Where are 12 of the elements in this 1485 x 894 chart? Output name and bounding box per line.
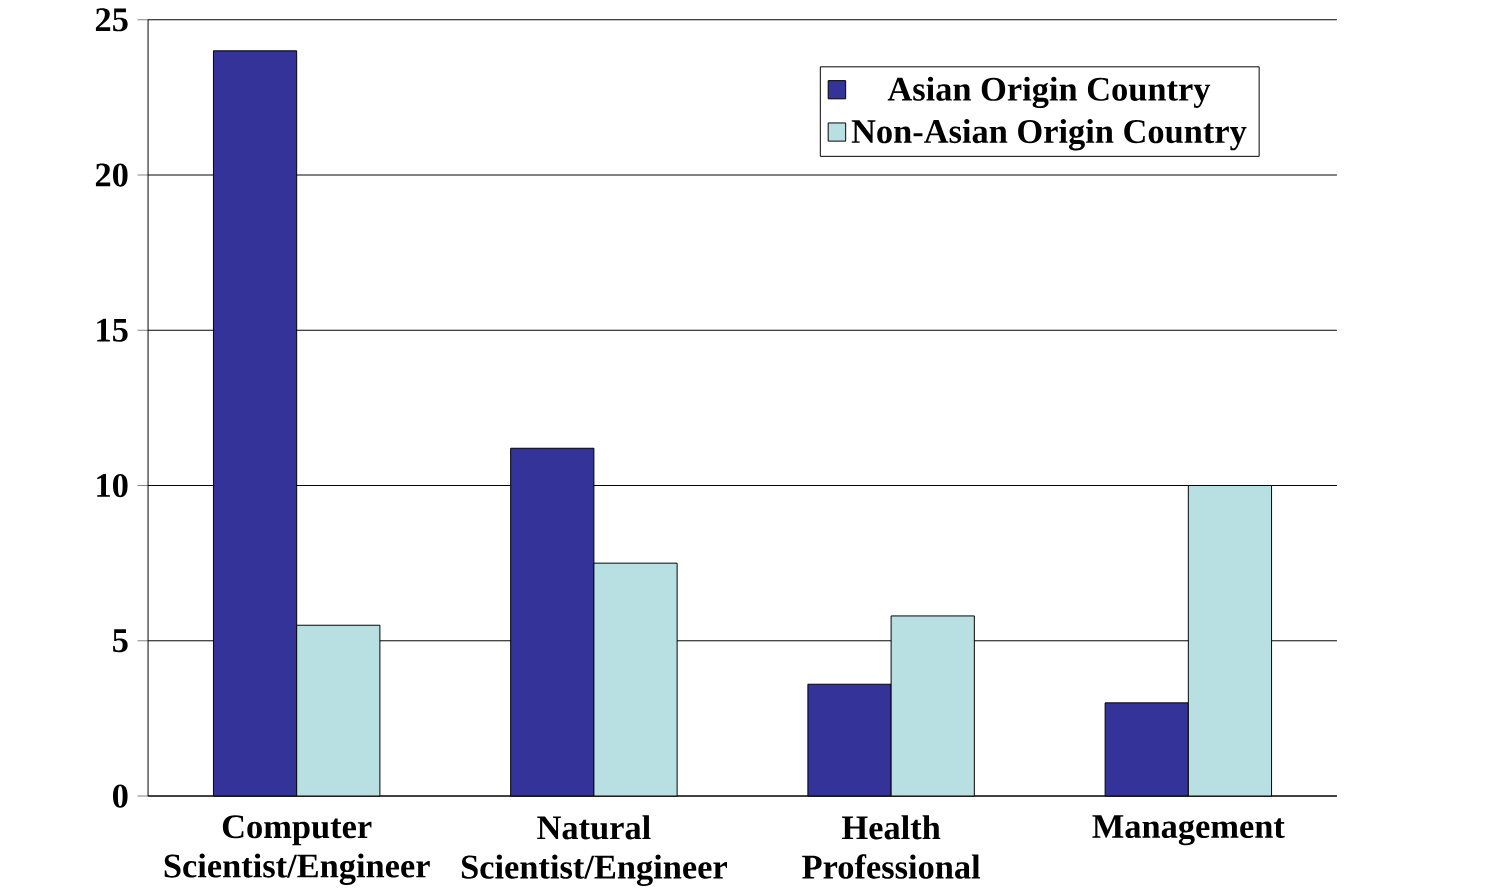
y-tick-label: 5 — [113, 629, 128, 653]
y-tick-label: 0 — [112, 784, 128, 808]
x-tick-label: Natural Scientist/Engineer — [461, 815, 727, 886]
y-tick-label: 10 — [97, 473, 128, 498]
legend-label: Asian Origin Country — [887, 76, 1211, 109]
y-tick-label: 25 — [95, 8, 128, 32]
x-tick-label: Health Professional — [802, 815, 981, 879]
legend-label: Non-Asian Origin Country — [851, 118, 1247, 151]
x-tick-label: Computer Scientist/Engineer — [164, 815, 430, 885]
y-tick-label: 15 — [97, 318, 128, 342]
x-tick-label: Management — [1092, 815, 1285, 846]
y-tick-label: 20 — [95, 163, 128, 187]
